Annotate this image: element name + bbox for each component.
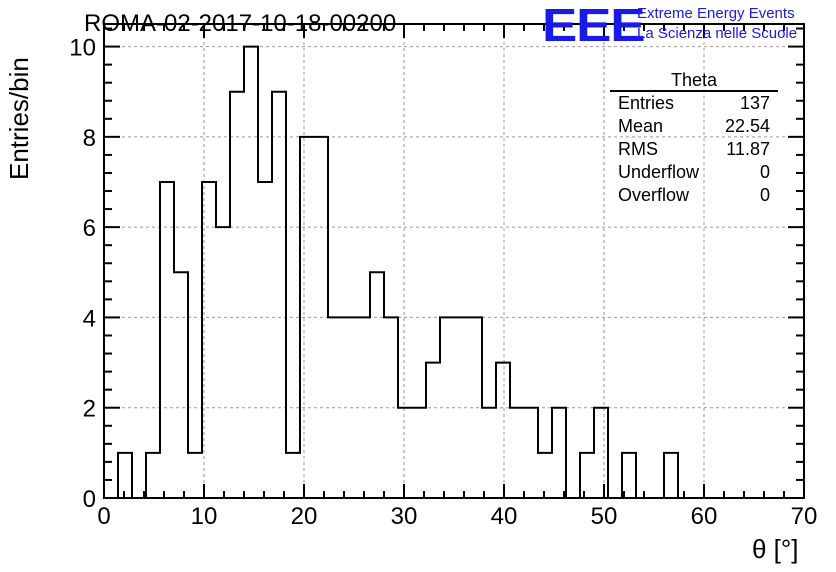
x-tick-label: 60 — [691, 503, 718, 530]
x-tick-label: 70 — [791, 503, 818, 530]
x-axis-label: θ [°] — [752, 534, 799, 564]
y-axis-label: Entries/bin — [4, 57, 34, 180]
stats-value: 0 — [759, 162, 770, 182]
eee-logo: EEE — [542, 0, 646, 51]
x-tick-label: 20 — [291, 503, 318, 530]
y-tick-label: 8 — [83, 125, 96, 152]
stats-value: 137 — [739, 93, 770, 113]
stats-box: Theta Entries 137 Mean 22.54 RMS 11.87 U… — [610, 70, 778, 207]
stats-row-overflow: Overflow 0 — [610, 184, 778, 207]
y-tick-label: 4 — [83, 305, 96, 332]
stats-value: 22.54 — [724, 116, 770, 136]
stats-value: 0 — [759, 185, 770, 205]
stats-row-entries: Entries 137 — [610, 92, 778, 115]
y-tick-label: 0 — [83, 486, 96, 513]
stats-title: Theta — [610, 70, 778, 92]
logo-caption: Extreme Energy Events La Scienza nelle S… — [637, 4, 797, 44]
stats-row-mean: Mean 22.54 — [610, 115, 778, 138]
stats-label: Entries — [618, 93, 675, 113]
stats-row-rms: RMS 11.87 — [610, 138, 778, 161]
y-tick-label: 6 — [83, 215, 96, 242]
x-tick-label: 10 — [191, 503, 218, 530]
stats-label: Overflow — [618, 185, 690, 205]
run-title: ROMA-02-2017-10-18-00200 — [84, 10, 397, 37]
x-tick-label: 0 — [97, 503, 110, 530]
x-tick-label: 40 — [491, 503, 518, 530]
x-tick-label: 50 — [591, 503, 618, 530]
stats-label: RMS — [618, 139, 658, 159]
axis-tick-labels: 0 10 20 30 40 50 60 70 0 2 4 6 8 10 — [69, 35, 817, 530]
logo-caption-line1: Extreme Energy Events — [637, 5, 795, 22]
x-tick-label: 30 — [391, 503, 418, 530]
stats-row-underflow: Underflow 0 — [610, 161, 778, 184]
plot-frame — [103, 23, 805, 499]
stats-value: 11.87 — [726, 139, 770, 159]
stats-label: Mean — [618, 116, 664, 136]
y-tick-label: 10 — [69, 35, 96, 62]
y-tick-label: 2 — [83, 396, 96, 423]
logo-caption-line2: La Scienza nelle Scuole — [637, 25, 798, 42]
stats-label: Underflow — [618, 162, 700, 182]
